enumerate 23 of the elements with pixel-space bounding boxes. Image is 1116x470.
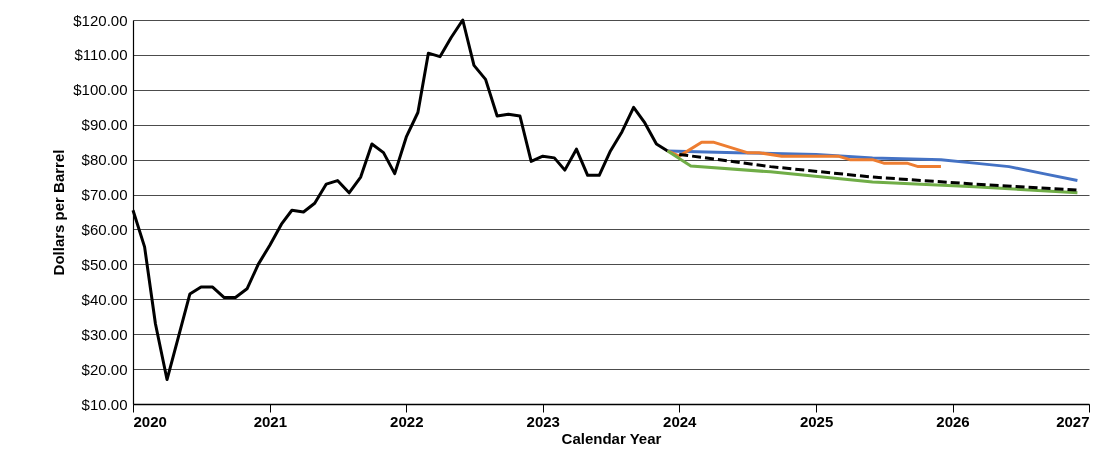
y-tick-label: $20.00: [81, 360, 128, 378]
x-tick-label: 2023: [526, 412, 560, 430]
y-tick-label: $50.00: [81, 255, 128, 273]
y-tick-label: $110.00: [74, 46, 128, 64]
y-tick-label: $10.00: [81, 395, 128, 413]
x-tick-label: 2027: [1056, 412, 1090, 430]
y-tick-label: $60.00: [81, 220, 128, 238]
line-series: [666, 149, 1079, 195]
y-tick-label: $40.00: [81, 290, 128, 308]
y-tick-label: $80.00: [81, 151, 128, 169]
y-tick-label: $100.00: [73, 81, 128, 99]
x-tick-label: 2022: [390, 412, 424, 430]
x-tick-label: 2024: [663, 412, 698, 430]
x-tick-label: 2026: [936, 412, 970, 430]
x-tick-label: 2025: [799, 412, 834, 430]
x-tick-label: 2021: [253, 412, 288, 430]
y-tick-label: $70.00: [81, 186, 128, 204]
y-tick-label: $30.00: [81, 325, 128, 343]
x-tick-label: 2020: [133, 412, 167, 430]
x-axis-title: Calendar Year: [561, 429, 662, 447]
y-tick-label: $120.00: [73, 11, 128, 29]
y-tick-label: $90.00: [81, 116, 128, 134]
y-axis-title: Dollars per Barrel: [50, 149, 68, 276]
